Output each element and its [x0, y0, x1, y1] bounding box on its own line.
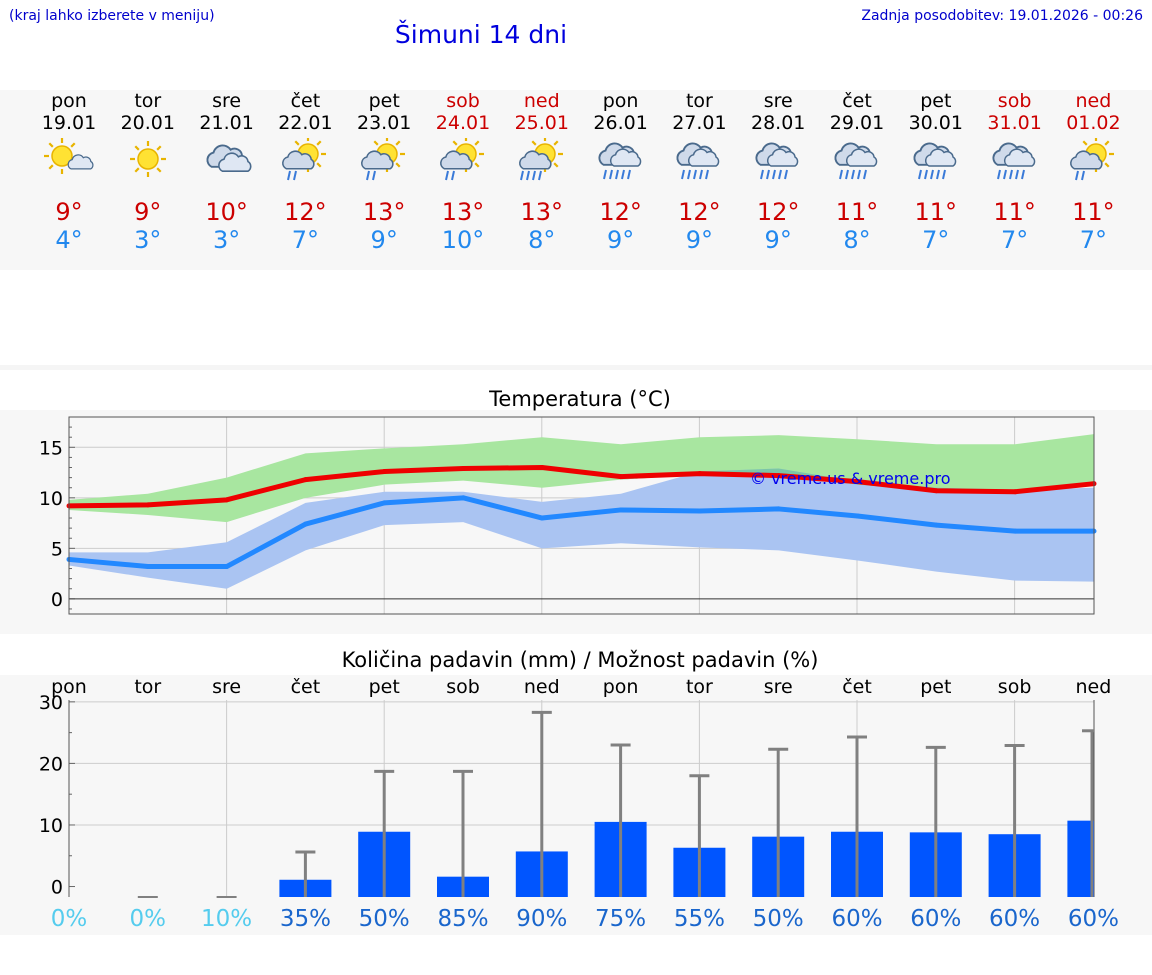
day-date: 23.01 — [356, 112, 412, 134]
day-name: pet — [368, 90, 400, 112]
max-temp: 11° — [993, 198, 1036, 226]
max-temp: 12° — [599, 198, 642, 226]
day-date: 28.01 — [750, 112, 806, 134]
day-name: pet — [920, 90, 952, 112]
day-date: 26.01 — [593, 112, 648, 134]
page-title: Šimuni 14 dni — [394, 20, 568, 49]
max-temp: 13° — [441, 198, 485, 226]
temperature-chart-panel — [0, 410, 1152, 634]
min-temp: 4° — [55, 226, 83, 254]
day-name: pon — [602, 90, 639, 112]
day-name: ned — [523, 90, 560, 112]
min-temp: 9° — [606, 226, 635, 254]
min-temp: 9° — [685, 226, 714, 254]
max-temp: 12° — [756, 198, 800, 226]
day-name: ned — [1075, 90, 1112, 112]
max-temp: 11° — [835, 198, 879, 226]
day-name: sob — [446, 90, 480, 112]
day-name: tor — [134, 90, 162, 112]
last-update-text: Zadnja posodobitev: 19.01.2026 - 00:26 — [861, 8, 1143, 24]
cloud-heavy-rain-icon — [913, 142, 957, 180]
sun-cloud-icon — [44, 138, 94, 174]
daily-forecast-panel: pon 19.01 9° 4° tor 20.01 9° 3° sre 21.01 10° 3° čet… — [0, 90, 1152, 270]
max-temp: 12° — [284, 198, 327, 226]
max-temp: 9° — [134, 198, 162, 226]
day-date: 30.01 — [908, 112, 963, 134]
max-temp: 10° — [205, 198, 248, 226]
precipitation-chart-title: Količina padavin (mm) / Možnost padavin … — [341, 648, 819, 672]
day-name: tor — [685, 90, 713, 112]
temperature-chart-title: Temperatura (°C) — [489, 387, 671, 411]
min-temp: 7° — [291, 226, 320, 254]
region-hint-link[interactable]: (kraj lahko izberete v meniju) — [9, 8, 215, 24]
min-temp: 7° — [1079, 226, 1108, 254]
min-temp: 8° — [528, 226, 556, 254]
day-name: čet — [290, 90, 321, 112]
sun-cloud-heavy-rain-icon — [518, 138, 563, 181]
day-name: sre — [763, 90, 793, 112]
day-date: 01.02 — [1066, 112, 1121, 134]
precipitation-chart-panel — [0, 675, 1152, 935]
cloudy-icon — [206, 144, 252, 173]
day-date: 31.01 — [987, 112, 1042, 134]
max-temp: 11° — [914, 198, 958, 226]
sun-cloud-rain-icon — [361, 138, 406, 181]
sun-cloud-rain-icon — [440, 138, 484, 181]
cloud-heavy-rain-icon — [755, 142, 799, 180]
max-temp: 12° — [678, 198, 721, 226]
min-temp: 7° — [922, 226, 950, 254]
day-date: 24.01 — [435, 112, 491, 134]
day-name: sre — [212, 90, 242, 112]
max-temp: 13° — [520, 198, 564, 226]
day-name: čet — [842, 90, 872, 112]
max-temp: 9° — [55, 198, 83, 226]
cloud-heavy-rain-icon — [676, 142, 720, 180]
day-date: 20.01 — [120, 112, 175, 134]
cloud-heavy-rain-icon — [598, 142, 641, 180]
cloud-heavy-rain-icon — [834, 142, 878, 180]
max-temp: 13° — [362, 198, 406, 226]
day-date: 25.01 — [514, 112, 569, 134]
cloud-heavy-rain-icon — [992, 142, 1035, 180]
day-date: 29.01 — [829, 112, 885, 134]
min-temp: 10° — [441, 226, 485, 254]
sun-icon — [129, 141, 166, 177]
min-temp: 9° — [764, 226, 792, 254]
min-temp: 7° — [1000, 226, 1029, 254]
min-temp: 3° — [212, 226, 241, 254]
min-temp: 3° — [134, 226, 162, 254]
day-date: 22.01 — [278, 112, 333, 134]
day-date: 19.01 — [41, 112, 97, 134]
min-temp: 8° — [843, 226, 871, 254]
day-date: 21.01 — [199, 112, 254, 134]
day-date: 27.01 — [672, 112, 727, 134]
day-name: pon — [51, 90, 87, 112]
day-name: sob — [997, 90, 1032, 112]
sun-cloud-rain-icon — [282, 138, 327, 181]
sun-cloud-rain-icon — [1070, 138, 1115, 181]
min-temp: 9° — [370, 226, 398, 254]
max-temp: 11° — [1072, 198, 1115, 226]
section-divider — [0, 365, 1152, 370]
